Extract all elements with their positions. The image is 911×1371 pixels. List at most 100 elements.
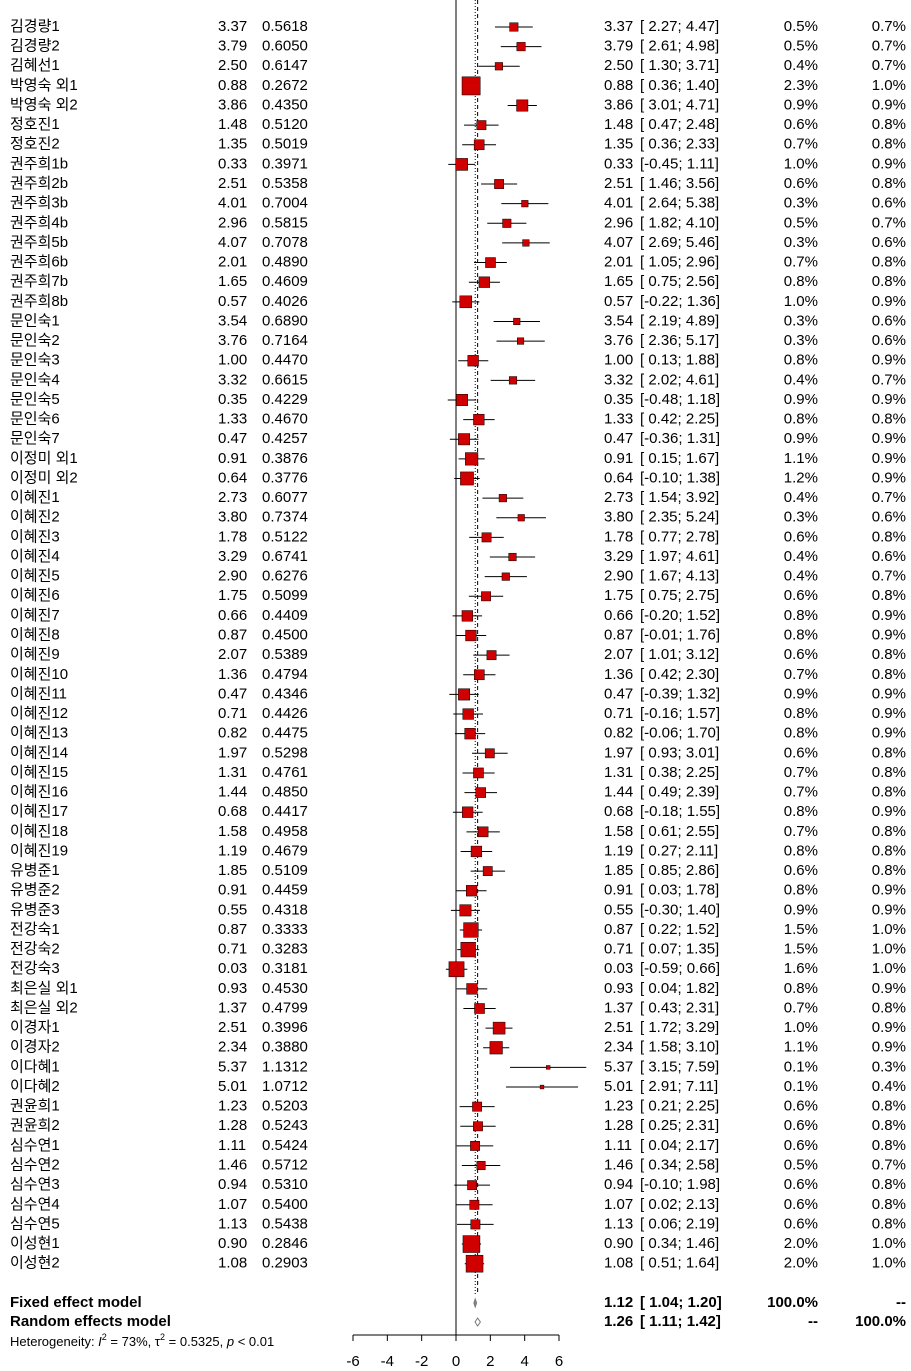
weight-random: 0.7% (872, 18, 906, 35)
study-name: 권주희8b (10, 293, 68, 310)
study-name: 이혜진11 (10, 685, 67, 702)
weight-fixed: 0.6% (784, 1098, 818, 1115)
standard-error: 0.5099 (262, 587, 308, 604)
effect-estimate: 1.48 (604, 116, 633, 133)
effect-square (473, 139, 485, 151)
weight-fixed: 0.7% (784, 999, 818, 1016)
study-name: 문인숙1 (10, 312, 60, 329)
study-name: 최은실 외1 (10, 980, 78, 997)
weight-random: 0.8% (872, 666, 906, 683)
effect-square (482, 866, 493, 876)
left-effect: 1.97 (218, 744, 247, 761)
confidence-interval: [-0.59; 0.66] (640, 960, 720, 977)
confidence-interval: [-0.18; 1.55] (640, 803, 720, 820)
study-name: 유병준2 (10, 882, 60, 899)
study-name: 문인숙3 (10, 352, 60, 369)
weight-random: 0.7% (872, 568, 906, 585)
weight-fixed: 2.0% (784, 1235, 818, 1252)
effect-square (455, 158, 468, 171)
standard-error: 0.5400 (262, 1196, 308, 1213)
confidence-interval: [-0.22; 1.36] (640, 293, 720, 310)
confidence-interval: [ 1.58; 3.10] (640, 1039, 719, 1056)
study-name: 권주희7b (10, 273, 68, 290)
effect-square (461, 76, 481, 96)
study-name: 박영숙 외2 (10, 96, 78, 113)
effect-square (462, 708, 474, 720)
left-effect: 0.91 (218, 882, 247, 899)
confidence-interval: [ 0.93; 3.01] (640, 744, 719, 761)
left-effect: 1.46 (218, 1157, 247, 1174)
weight-fixed: 1.1% (784, 1039, 818, 1056)
left-effect: 0.64 (218, 469, 247, 486)
heterogeneity-part: I (98, 1334, 102, 1349)
left-effect: 2.51 (218, 1019, 247, 1036)
study-name: 권주희6b (10, 254, 68, 271)
effect-estimate: 1.26 (604, 1313, 633, 1330)
effect-square (473, 1121, 483, 1132)
left-effect: 0.66 (218, 607, 247, 624)
weight-fixed: 0.4% (784, 489, 818, 506)
study-name: 김경량2 (10, 38, 60, 55)
confidence-interval: [ 0.36; 1.40] (640, 77, 719, 94)
weight-random: 0.6% (872, 312, 906, 329)
effect-estimate: 4.01 (604, 195, 633, 212)
heterogeneity-part: p (226, 1334, 234, 1349)
left-effect: 2.50 (218, 57, 247, 74)
study-name: 심수연5 (10, 1215, 60, 1232)
study-name: 권윤희1 (10, 1098, 60, 1115)
standard-error: 0.7164 (262, 332, 308, 349)
effect-square (459, 295, 473, 309)
weight-fixed: 0.6% (784, 587, 818, 604)
study-name: 문인숙5 (10, 391, 60, 408)
left-effect: 1.37 (218, 999, 247, 1016)
weight-random: 0.8% (872, 862, 906, 879)
confidence-interval: [ 1.05; 2.96] (640, 254, 719, 271)
study-name: 이혜진12 (10, 705, 68, 722)
effect-estimate: 1.37 (604, 999, 633, 1016)
effect-estimate: 2.50 (604, 57, 633, 74)
effect-estimate: 0.87 (604, 626, 633, 643)
effect-square (470, 1219, 481, 1230)
standard-error: 0.4417 (262, 803, 308, 820)
effect-estimate: 1.35 (604, 136, 633, 153)
confidence-interval: [ 0.15; 1.67] (640, 450, 719, 467)
weight-random: 0.3% (872, 1058, 906, 1075)
weight-random: 100.0% (855, 1313, 906, 1330)
confidence-interval: [ 0.61; 2.55] (640, 823, 719, 840)
effect-estimate: 1.33 (604, 411, 633, 428)
weight-random: 0.7% (872, 38, 906, 55)
left-effect: 2.01 (218, 254, 247, 271)
confidence-interval: [ 1.54; 3.92] (640, 489, 719, 506)
weight-fixed: 0.4% (784, 371, 818, 388)
standard-error: 0.4500 (262, 626, 308, 643)
standard-error: 0.2846 (262, 1235, 308, 1252)
left-effect: 0.88 (218, 77, 247, 94)
confidence-interval: [-0.01; 1.76] (640, 626, 720, 643)
weight-fixed: 0.5% (784, 18, 818, 35)
effect-square (492, 1021, 506, 1035)
effect-estimate: 2.34 (604, 1039, 633, 1056)
confidence-interval: [ 0.42; 2.25] (640, 411, 719, 428)
weight-fixed: 1.6% (784, 960, 818, 977)
standard-error: 0.5019 (262, 136, 308, 153)
left-effect: 5.37 (218, 1058, 247, 1075)
standard-error: 0.3996 (262, 1019, 308, 1036)
effect-square (466, 885, 478, 897)
weight-fixed: 0.3% (784, 509, 818, 526)
standard-error: 0.4794 (262, 666, 308, 683)
left-effect: 1.07 (218, 1196, 247, 1213)
weight-random: 0.9% (872, 685, 906, 702)
weight-fixed: 0.6% (784, 528, 818, 545)
standard-error: 0.4426 (262, 705, 308, 722)
x-tick-label: -4 (381, 1353, 394, 1370)
effect-square (486, 650, 497, 661)
standard-error: 0.4229 (262, 391, 308, 408)
effect-square (522, 239, 530, 247)
weight-random: 1.0% (872, 1255, 906, 1272)
left-effect: 0.55 (218, 901, 247, 918)
confidence-interval: [ 0.47; 2.48] (640, 116, 719, 133)
standard-error: 0.5298 (262, 744, 308, 761)
left-effect: 1.35 (218, 136, 247, 153)
effect-estimate: 0.57 (604, 293, 633, 310)
weight-fixed: 1.2% (784, 469, 818, 486)
